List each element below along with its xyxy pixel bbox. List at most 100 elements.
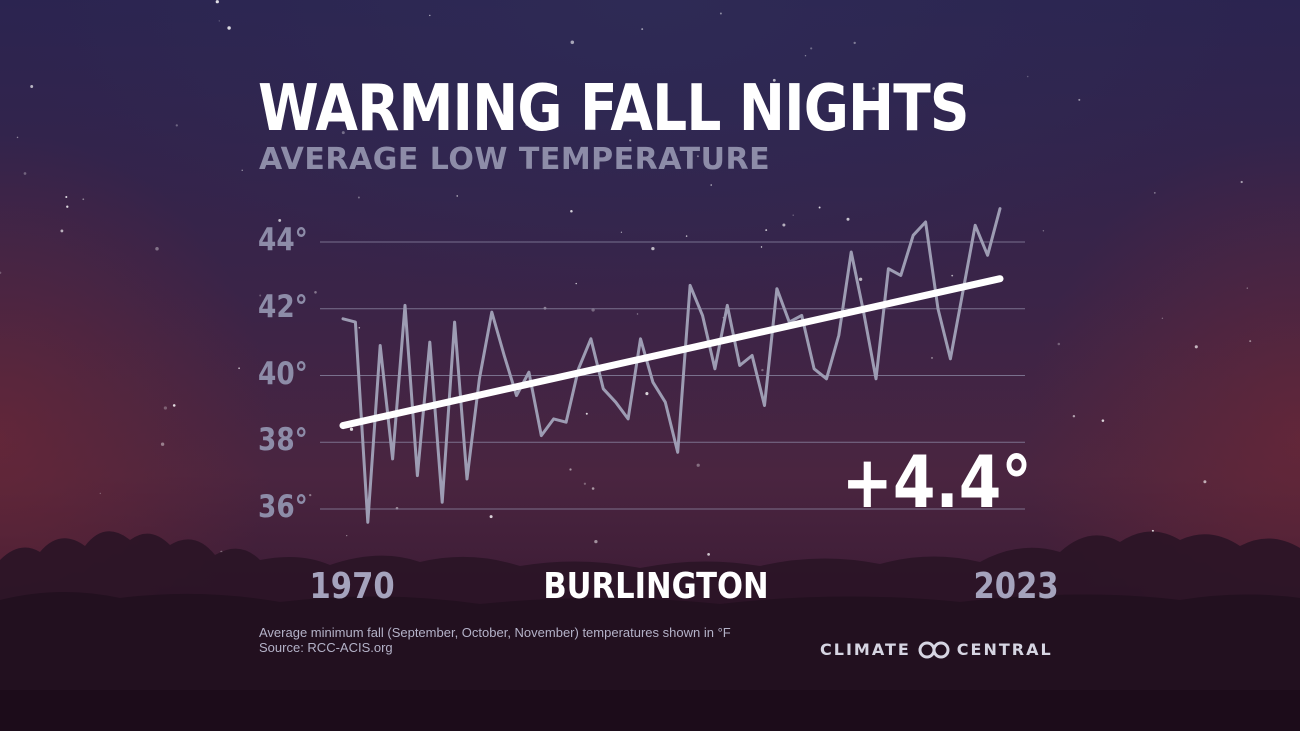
star <box>760 246 763 248</box>
star <box>349 427 354 431</box>
star <box>931 356 933 359</box>
y-tick-label-36: 36° <box>258 489 308 525</box>
star <box>951 274 954 277</box>
star <box>1153 192 1156 194</box>
star <box>163 406 168 410</box>
trend-line <box>339 275 1004 430</box>
star <box>629 139 632 142</box>
star <box>620 231 623 233</box>
star <box>591 487 595 490</box>
star <box>772 78 776 82</box>
x-axis-start-label: 1970 <box>309 566 395 607</box>
star <box>1249 340 1252 343</box>
star <box>341 131 345 135</box>
star <box>710 184 712 186</box>
star <box>1101 419 1105 422</box>
star <box>685 235 688 237</box>
star <box>99 492 102 495</box>
star <box>160 442 165 446</box>
star <box>66 205 69 208</box>
linked-circles-icon <box>918 641 950 658</box>
star <box>696 463 700 467</box>
star <box>818 206 821 209</box>
star <box>853 41 856 45</box>
star <box>489 515 493 519</box>
footnote-source: Source: RCC-ACIS.org <box>259 640 393 655</box>
star <box>429 14 431 17</box>
chart-subtitle: AVERAGE LOW TEMPERATURE <box>259 142 771 177</box>
temperature-change-label: +4.4° <box>841 440 1032 524</box>
star <box>594 539 598 544</box>
tree-silhouettes <box>0 531 1300 731</box>
star <box>651 246 655 251</box>
star <box>456 195 458 197</box>
star <box>1240 180 1243 184</box>
star <box>1072 414 1076 418</box>
star <box>575 282 577 285</box>
star <box>765 229 768 232</box>
star <box>357 196 360 199</box>
star <box>314 291 317 294</box>
star <box>585 412 588 415</box>
star <box>570 40 575 45</box>
star <box>227 26 231 30</box>
temperature-series-line <box>341 207 1002 524</box>
star <box>857 486 860 488</box>
star <box>278 218 282 222</box>
star <box>858 277 863 281</box>
star <box>761 368 764 372</box>
star <box>16 136 19 139</box>
star <box>804 54 807 57</box>
star <box>696 155 699 158</box>
star <box>1078 98 1081 101</box>
star <box>569 468 572 471</box>
star <box>65 195 68 199</box>
y-tick-label-40: 40° <box>258 355 308 392</box>
star <box>525 123 528 127</box>
star <box>792 214 794 216</box>
star <box>175 124 178 127</box>
star <box>855 84 858 88</box>
star <box>810 47 813 50</box>
star <box>0 271 2 274</box>
x-axis-end-label: 2023 <box>973 566 1059 607</box>
star <box>600 86 603 89</box>
star <box>1151 529 1154 532</box>
star <box>1057 342 1061 346</box>
brand-word-left: CLIMATE <box>820 640 911 659</box>
star <box>218 20 220 22</box>
star <box>707 553 710 556</box>
star <box>358 327 361 329</box>
star <box>1203 480 1207 484</box>
star <box>782 223 786 227</box>
star <box>241 169 243 171</box>
star <box>30 85 34 88</box>
y-tick-label-38: 38° <box>258 422 308 459</box>
star <box>583 482 587 485</box>
star <box>346 534 348 537</box>
star <box>238 367 240 370</box>
star <box>641 28 644 31</box>
footnote-description: Average minimum fall (September, October… <box>259 625 731 640</box>
brand-word-right: CENTRAL <box>956 640 1053 659</box>
chart-title: WARMING FALL NIGHTS <box>258 72 970 146</box>
star <box>172 404 176 407</box>
location-label: BURLINGTON <box>543 566 769 607</box>
star <box>719 12 722 15</box>
star <box>846 217 850 221</box>
star <box>309 493 312 497</box>
stars <box>0 0 1252 556</box>
star <box>1161 317 1164 319</box>
star <box>645 392 649 396</box>
star <box>570 209 573 213</box>
star <box>1026 75 1029 78</box>
star <box>155 247 159 251</box>
star <box>259 294 262 297</box>
star <box>1246 287 1248 289</box>
star <box>82 198 85 201</box>
star <box>215 0 219 4</box>
star <box>23 172 27 175</box>
